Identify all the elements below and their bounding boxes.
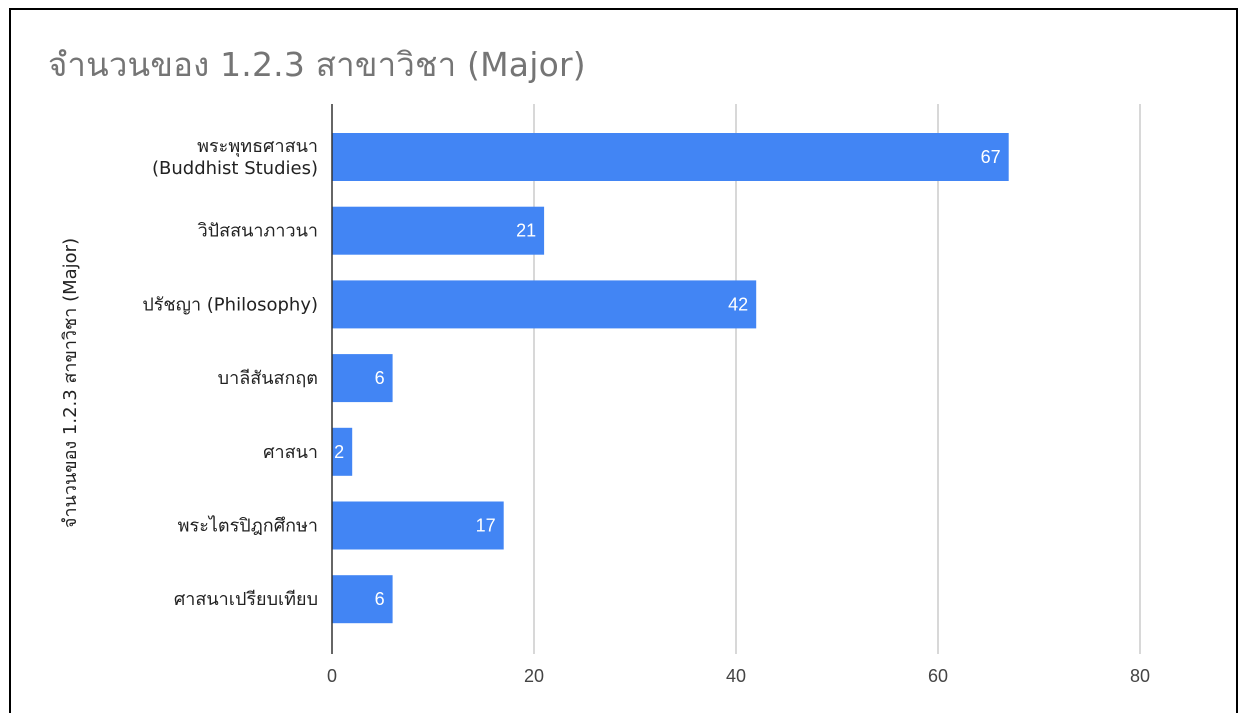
bar-value-label: 6 <box>375 589 385 609</box>
bar-value-label: 21 <box>516 221 536 241</box>
category-label: ปรัชญา (Philosophy) <box>142 294 318 315</box>
gridlines <box>533 104 1141 654</box>
x-tick-label: 80 <box>1130 666 1150 686</box>
category-label: บาลีสันสกฤต <box>218 368 318 389</box>
x-tick-label: 60 <box>928 666 948 686</box>
x-tick-label: 20 <box>524 666 544 686</box>
bar <box>332 501 504 550</box>
bar <box>332 575 393 624</box>
bar-value-label: 6 <box>375 368 385 388</box>
category-label: วิปัสสนาภาวนา <box>198 221 318 242</box>
bar <box>332 354 393 403</box>
bar <box>332 206 545 255</box>
bar <box>332 133 1009 181</box>
category-label: ศาสนา <box>263 442 318 463</box>
bar <box>332 427 353 476</box>
bar-value-label: 67 <box>981 147 1001 167</box>
bar <box>332 280 757 329</box>
x-tick-label: 40 <box>726 666 746 686</box>
x-tick-label: 0 <box>327 666 337 686</box>
category-label: พระพุทธศาสนา(Buddhist Studies) <box>152 136 318 179</box>
labels: 0 20 40 60 80 67 พระพุทธศาสนา(Buddhist Studies… <box>142 136 1150 686</box>
chart-frame <box>9 8 1238 713</box>
category-label: ศาสนาเปรียบเทียบ <box>174 589 318 610</box>
y-axis-title: จำนวนของ 1.2.3 สาขาวิชา (Major) <box>60 238 81 528</box>
bar-value-label: 17 <box>476 516 496 536</box>
bars <box>332 133 1009 624</box>
chart-title: จำนวนของ 1.2.3 สาขาวิชา (Major) <box>48 45 586 84</box>
bar-value-label: 42 <box>728 294 748 314</box>
category-label: พระไตรปิฎกศึกษา <box>178 515 318 537</box>
bar-value-label: 2 <box>334 442 344 462</box>
